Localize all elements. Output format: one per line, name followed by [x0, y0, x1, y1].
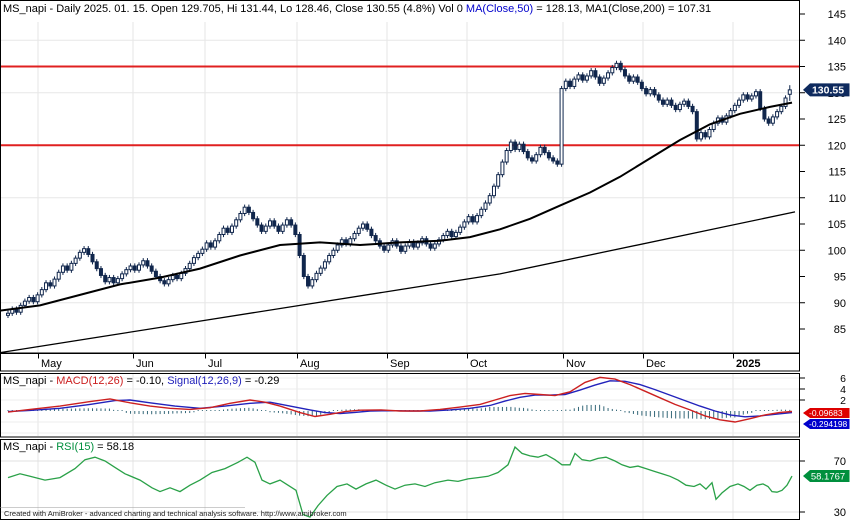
grid: [1, 22, 799, 519]
macd-line: [7, 376, 793, 423]
svg-text:145: 145: [828, 9, 846, 21]
macd-axis: 642: [800, 373, 846, 407]
svg-text:Jul: Jul: [208, 358, 222, 370]
svg-text:110: 110: [828, 193, 846, 205]
title-segment: = 128.13, MA1(Close,200) = 107.31: [533, 3, 712, 15]
svg-text:115: 115: [828, 167, 846, 179]
ma200-line: [0, 211, 796, 354]
svg-text:Jun: Jun: [136, 358, 154, 370]
resistance-lines: [0, 65, 800, 147]
svg-text:105: 105: [828, 219, 846, 231]
title-segment: = -0.29: [241, 375, 280, 387]
svg-text:130.55: 130.55: [812, 85, 844, 97]
svg-text:30: 30: [834, 507, 846, 519]
signal-line: [7, 380, 793, 418]
candlestick-series: [6, 60, 792, 318]
title-segment: = -0.10,: [123, 375, 168, 387]
svg-text:70: 70: [834, 456, 846, 468]
signal-badge: -0.294198: [803, 419, 850, 429]
rsi-badge: 58.1767: [803, 470, 850, 482]
svg-text:85: 85: [834, 324, 846, 336]
title-segment: = 58.18: [94, 441, 135, 453]
svg-text:125: 125: [828, 114, 846, 126]
panel-borders: [0, 0, 800, 520]
svg-text:May: May: [41, 358, 62, 370]
rsi-line: [7, 445, 793, 518]
svg-text:-0.09683: -0.09683: [809, 408, 843, 418]
title-segment: Signal(12,26,9): [167, 375, 242, 387]
svg-text:Sep: Sep: [390, 358, 410, 370]
svg-text:58.1767: 58.1767: [811, 471, 845, 482]
title-segment: MACD(12,26): [56, 375, 124, 387]
rsi-panel-title: MS_napi - RSI(15) = 58.18: [3, 441, 134, 453]
title-segment: MS_napi -: [3, 441, 57, 453]
svg-text:120: 120: [828, 140, 846, 152]
svg-text:-0.294198: -0.294198: [809, 419, 848, 429]
ma50-line: [0, 101, 793, 312]
date-axis: May Jun Jul Aug Sep Oct Nov Dec 2025: [38, 354, 760, 370]
rsi-axis: 70 30: [800, 456, 846, 519]
title-segment: MS_napi - Daily 2025. 01. 15. Open 129.7…: [3, 3, 466, 15]
svg-text:135: 135: [828, 62, 846, 74]
svg-text:Dec: Dec: [646, 358, 666, 370]
macd-panel-title: MS_napi - MACD(12,26) = -0.10, Signal(12…: [3, 375, 279, 387]
svg-text:Oct: Oct: [470, 358, 487, 370]
title-segment: MS_napi -: [3, 375, 57, 387]
price-axis: 145140135130125120115110105100959085: [800, 9, 846, 336]
svg-text:4: 4: [840, 384, 846, 396]
svg-text:6: 6: [840, 373, 846, 385]
svg-text:90: 90: [834, 298, 846, 310]
price-badge: 130.55: [803, 83, 850, 97]
svg-text:95: 95: [834, 272, 846, 284]
svg-text:100: 100: [828, 245, 846, 257]
macd-badge: -0.09683: [803, 408, 850, 418]
title-segment: MA(Close,50): [465, 3, 534, 15]
main-panel-title: MS_napi - Daily 2025. 01. 15. Open 129.7…: [3, 3, 711, 15]
title-segment: RSI(15): [56, 441, 95, 453]
svg-text:Nov: Nov: [566, 358, 586, 370]
amibroker-credit-text: Created with AmiBroker - advanced charti…: [4, 509, 347, 518]
svg-text:140: 140: [828, 35, 846, 47]
svg-text:Aug: Aug: [300, 358, 320, 370]
svg-text:2025: 2025: [736, 358, 760, 370]
svg-text:2: 2: [840, 395, 846, 407]
macd-histogram: [7, 404, 791, 420]
